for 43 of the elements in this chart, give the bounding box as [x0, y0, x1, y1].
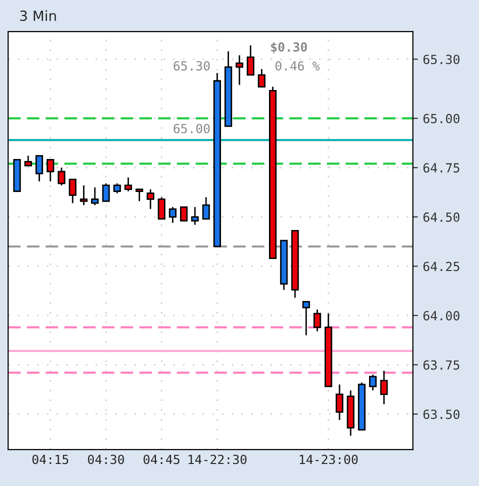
candlestick	[158, 196, 166, 220]
candlestick	[35, 155, 44, 182]
y-tick-label: 64.75	[423, 163, 460, 173]
y-tick-label: 64.00	[423, 310, 460, 320]
y-tick-label: 63.75	[423, 360, 460, 370]
x-tick-label: 14-23:00	[300, 454, 358, 464]
candlestick	[313, 308, 322, 332]
candlestick	[124, 176, 132, 192]
y-tick-label: 64.25	[423, 262, 460, 272]
y-tick-label: 63.50	[423, 410, 460, 420]
candlestick	[46, 159, 54, 182]
candlestick	[80, 184, 88, 206]
candlestick	[369, 374, 377, 392]
annotation: 65.00	[174, 124, 210, 134]
candlestick	[246, 44, 254, 76]
candlestick	[136, 188, 144, 202]
annotation: $0.30	[271, 42, 307, 54]
candlestick	[24, 155, 32, 166]
candlestick	[236, 54, 244, 86]
x-tick-label: 04:15	[32, 454, 68, 464]
candlestick	[180, 206, 188, 222]
chart-title: 3 Min	[20, 10, 56, 22]
annotation: 0.46 %	[275, 61, 320, 71]
candlestick	[336, 384, 344, 421]
candlestick	[102, 182, 110, 202]
candlestick	[146, 188, 154, 210]
y-tick-label: 64.50	[423, 212, 460, 222]
x-tick-label: 04:45	[144, 454, 180, 464]
candlestick	[91, 186, 99, 206]
annotation: 65.30	[174, 61, 210, 71]
candlestick	[258, 68, 266, 88]
candlestick	[58, 166, 66, 186]
candlestick	[168, 206, 177, 224]
candlestick	[380, 370, 388, 405]
x-tick-label: 14-22:30	[188, 454, 246, 464]
y-tick-label: 65.00	[423, 114, 460, 124]
candlestick	[202, 196, 210, 220]
candlestick	[302, 300, 310, 336]
x-tick-label: 04:30	[88, 454, 124, 464]
candlestick	[68, 178, 76, 204]
candlestick	[113, 182, 121, 194]
y-tick-label: 65.30	[423, 54, 460, 64]
candlestick	[191, 206, 199, 226]
